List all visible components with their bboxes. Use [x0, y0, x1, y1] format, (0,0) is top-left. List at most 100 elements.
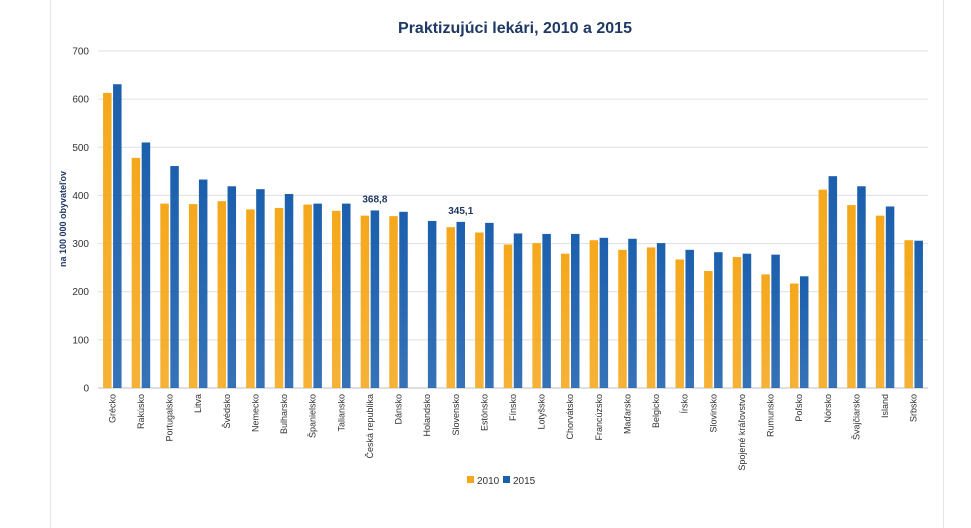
x-category-label: Holandsko — [422, 394, 432, 437]
bar-2015-estonsko — [485, 222, 494, 388]
x-axis-categories: Grécko Rakúsko Portugalsko Litva Švédsko Neme… — [107, 394, 918, 471]
bar-2015-rumunsko — [771, 254, 780, 388]
x-category-label: Litva — [193, 394, 203, 413]
bar-2015-portugalsko — [170, 166, 179, 388]
bar-2015-rakusko — [141, 142, 151, 388]
x-category-label: Bulharsko — [279, 394, 289, 434]
bar-2015-spanielsko — [313, 203, 322, 388]
legend-swatch-2015 — [503, 476, 510, 483]
bar-2015-lotyssko — [542, 233, 551, 388]
bar-2010-rumunsko — [761, 274, 770, 388]
bar-2015-svajciarsko — [857, 186, 866, 388]
bar-2010-spanielsko — [303, 204, 312, 388]
y-tick-label: 600 — [72, 95, 89, 106]
bar-2015-madarsko — [628, 238, 637, 388]
bar-2010-madarsko — [618, 249, 627, 388]
bar-2010-francuzsko — [589, 240, 599, 388]
x-category-label: Írsko — [680, 394, 690, 414]
bar-2015-svedsko — [227, 186, 237, 388]
x-category-label: Rakúsko — [136, 394, 146, 429]
bar-2010-irsko — [675, 259, 684, 388]
y-tick-label: 200 — [72, 287, 89, 298]
bar-2015-litva — [198, 179, 208, 388]
x-category-label: Chorvátsko — [565, 394, 575, 440]
bar-2015-nemecko — [256, 189, 265, 388]
x-category-label: Dánsko — [394, 394, 404, 425]
y-axis-ticks: 0 100 200 300 400 500 600 700 — [72, 47, 89, 395]
x-category-label: Maďarsko — [622, 394, 632, 434]
bar-2010-svedsko — [217, 201, 227, 388]
bar-2010-grecko — [103, 92, 112, 389]
x-category-label: Belgicko — [651, 394, 661, 428]
bar-2015-slovinsko — [714, 252, 723, 388]
y-tick-label: 100 — [72, 335, 89, 346]
data-label-slovensko: 345,1 — [448, 206, 473, 217]
legend-label-2010: 2010 — [477, 476, 500, 487]
bar-2010-spojene-kralovstvo — [732, 257, 742, 388]
x-category-label: Srbsko — [909, 394, 919, 422]
bar-2015-slovensko — [456, 221, 466, 388]
bar-2010-portugalsko — [160, 203, 169, 388]
x-category-label: Portugalsko — [165, 394, 175, 442]
chart-title: Praktizujúci lekári, 2010 a 2015 — [398, 20, 632, 37]
bar-2015-belgicko — [656, 243, 666, 388]
x-category-label: Estónsko — [479, 394, 489, 431]
x-category-label: Švédsko — [222, 394, 232, 429]
bar-2010-lotyssko — [532, 243, 541, 388]
bar-2010-litva — [188, 204, 198, 388]
bar-2015-spojene-kralovstvo — [742, 253, 752, 388]
bar-2010-belgicko — [646, 247, 656, 388]
bar-2010-slovensko — [446, 227, 456, 388]
bar-2015-norsko — [828, 176, 838, 388]
bar-2015-holandsko — [427, 220, 437, 388]
frame-right-edge — [943, 0, 944, 528]
bar-2015-srbsko — [914, 240, 923, 388]
bar-2010-srbsko — [904, 240, 913, 388]
gridlines — [98, 50, 928, 389]
bar-2010-finsko — [503, 244, 513, 388]
bar-2015-francuzsko — [599, 237, 609, 388]
bar-2015-bulharsko — [284, 193, 294, 388]
x-category-label: Grécko — [107, 394, 117, 423]
bar-2015-irsko — [685, 249, 694, 388]
x-category-label: Rumunsko — [766, 394, 776, 437]
bar-2010-svajciarsko — [847, 205, 856, 388]
bar-2015-grecko — [113, 84, 122, 389]
x-category-label: Švajčiarsko — [851, 394, 861, 440]
bar-2010-norsko — [818, 189, 828, 388]
bar-2010-island — [875, 215, 885, 388]
y-axis-label: na 100 000 obyvateľov — [58, 171, 68, 267]
bar-2010-ceska-republika — [360, 215, 370, 388]
legend: 2010 2015 — [467, 476, 536, 487]
x-category-label: Slovensko — [451, 394, 461, 436]
y-tick-label: 500 — [72, 143, 89, 154]
y-tick-label: 700 — [72, 47, 89, 58]
bar-2010-bulharsko — [274, 207, 284, 388]
bar-2010-estonsko — [475, 232, 484, 388]
x-category-label: Poľsko — [794, 394, 804, 422]
frame-left-edge — [50, 0, 51, 528]
x-category-label: Island — [880, 394, 890, 418]
bar-2015-chorvatsko — [570, 233, 580, 388]
bar-2015-dansko — [399, 211, 408, 388]
x-category-label: Francúzsko — [594, 394, 604, 441]
y-tick-label: 300 — [72, 239, 89, 250]
x-category-label: Spojené kráľovstvo — [737, 394, 747, 471]
bar-2010-dansko — [389, 216, 398, 388]
bar-2015-ceska-republika — [370, 210, 380, 388]
bar-2015-polsko — [799, 276, 809, 388]
bar-2010-rakusko — [131, 157, 141, 388]
x-category-label: Lotyšsko — [537, 394, 547, 430]
x-category-label: Taliansko — [336, 394, 346, 432]
bar-2010-taliansko — [332, 210, 341, 388]
bar-2010-polsko — [789, 283, 799, 388]
x-category-label: Nórsko — [823, 394, 833, 423]
x-category-label: Fínsko — [508, 394, 518, 421]
y-tick-label: 0 — [83, 384, 89, 395]
legend-swatch-2010 — [467, 476, 474, 483]
bar-2010-nemecko — [246, 209, 255, 388]
bar-2015-taliansko — [342, 203, 351, 388]
x-category-label: Nemecko — [250, 394, 260, 432]
data-labels: 368,8 345,1 — [362, 194, 473, 216]
